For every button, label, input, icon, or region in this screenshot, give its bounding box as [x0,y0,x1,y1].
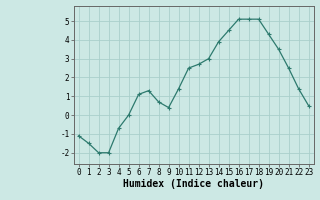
X-axis label: Humidex (Indice chaleur): Humidex (Indice chaleur) [123,179,264,189]
